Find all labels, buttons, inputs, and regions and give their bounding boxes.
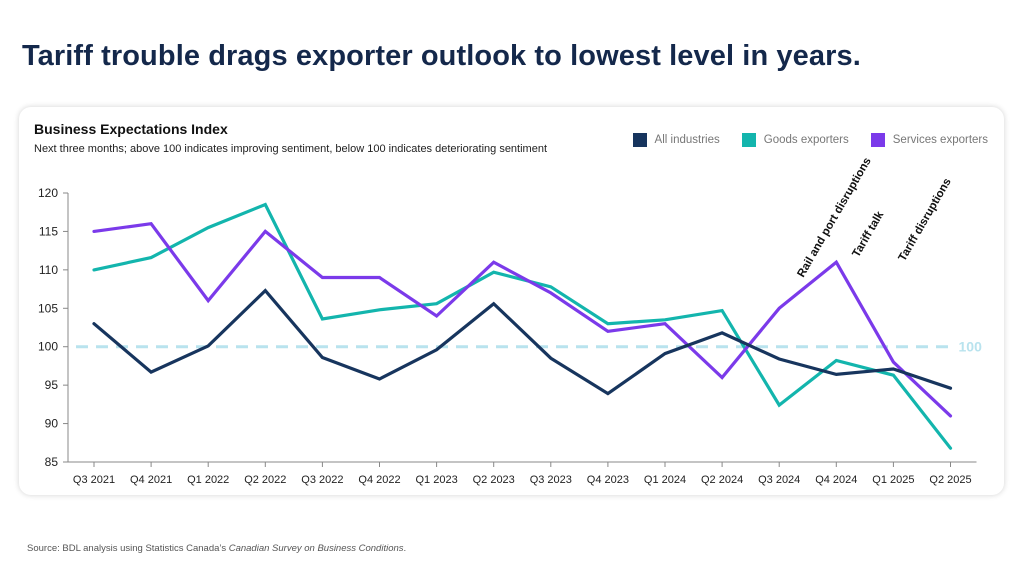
x-tick-label: Q2 2025 — [929, 474, 971, 486]
chart-subtitle: Next three months; above 100 indicates i… — [34, 143, 548, 155]
y-tick-label: 115 — [39, 224, 58, 238]
x-tick-label: Q2 2023 — [473, 474, 515, 486]
x-tick-label: Q1 2022 — [187, 474, 229, 486]
legend-item-services-exporters: Services exporters — [870, 133, 988, 147]
x-tick-label: Q3 2023 — [530, 474, 572, 486]
x-tick-label: Q3 2021 — [73, 474, 115, 486]
x-tick-label: Q3 2024 — [758, 474, 800, 486]
y-tick-label: 90 — [45, 417, 59, 431]
series-line-services-exporters — [92, 221, 953, 418]
y-tick-label: 85 — [45, 455, 59, 469]
reference-line-label: 100 — [959, 339, 983, 355]
series-line-goods-exporters — [92, 202, 953, 450]
legend-swatch — [632, 133, 647, 147]
x-tick-label: Q1 2023 — [415, 474, 457, 486]
y-tick-label: 110 — [39, 263, 58, 277]
source-suffix: . — [403, 543, 407, 554]
headline: Tariff trouble drags exporter outlook to… — [22, 40, 861, 72]
legend-swatch — [741, 133, 756, 147]
x-tick-label: Q1 2024 — [644, 474, 686, 486]
legend-item-goods-exporters: Goods exporters — [741, 133, 849, 147]
x-tick-label: Q4 2024 — [815, 474, 857, 486]
y-tick-label: 95 — [45, 378, 59, 392]
chart-title: Business Expectations Index — [34, 121, 228, 137]
x-tick-label: Q4 2022 — [358, 474, 400, 486]
source-note: Source: BDL analysis using Statistics Ca… — [27, 543, 406, 554]
x-tick-label: Q2 2024 — [701, 474, 743, 486]
legend: All industries Goods exporters Services … — [632, 133, 988, 147]
chart-card: Business Expectations Index Next three m… — [19, 107, 1004, 495]
y-tick-label: 100 — [38, 340, 58, 354]
x-tick-label: Q4 2023 — [587, 474, 629, 486]
source-prefix: Source: BDL analysis using Statistics Ca… — [27, 543, 229, 554]
x-tick-label: Q4 2021 — [130, 474, 172, 486]
legend-swatch — [870, 133, 885, 147]
legend-item-all-industries: All industries — [632, 133, 720, 147]
x-tick-label: Q1 2025 — [872, 474, 914, 486]
y-tick-label: 105 — [38, 301, 58, 315]
legend-label: Services exporters — [892, 134, 988, 146]
annotation-label: Tariff disruptions — [897, 176, 954, 263]
annotation-label: Tariff talk — [851, 209, 887, 260]
legend-label: Goods exporters — [763, 134, 849, 146]
series-line-all-industries — [92, 288, 953, 396]
source-survey-name: Canadian Survey on Business Conditions — [228, 543, 404, 554]
x-tick-label: Q2 2022 — [244, 474, 286, 486]
legend-label: All industries — [654, 134, 720, 146]
annotation-label: Rail and port disruptions — [795, 156, 873, 280]
y-tick-label: 120 — [38, 186, 58, 200]
x-tick-label: Q3 2022 — [301, 474, 343, 486]
